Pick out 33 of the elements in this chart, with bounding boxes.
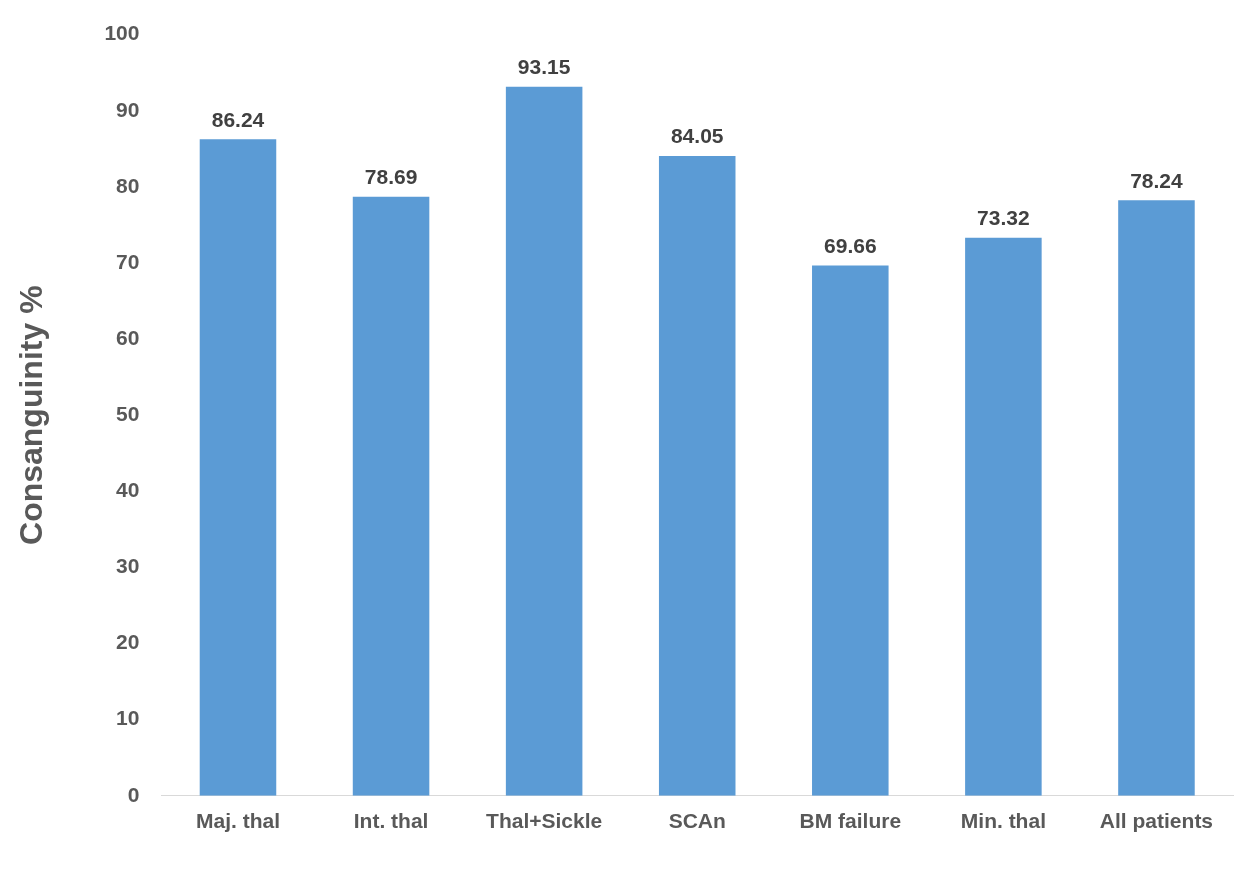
y-tick-label: 40 bbox=[116, 478, 140, 502]
y-tick-label: 30 bbox=[116, 554, 140, 578]
x-tick-label: Maj. thal bbox=[195, 809, 280, 833]
data-label: 93.15 bbox=[517, 55, 571, 79]
x-tick-label: SCAn bbox=[668, 809, 726, 833]
bar bbox=[199, 139, 277, 796]
y-tick-label: 50 bbox=[116, 402, 140, 425]
data-label: 84.05 bbox=[670, 124, 724, 148]
y-tick-label: 20 bbox=[116, 630, 140, 654]
y-tick-label: 70 bbox=[116, 249, 140, 273]
y-tick-label: 90 bbox=[116, 97, 140, 121]
bar bbox=[1118, 200, 1195, 796]
y-tick-label: 100 bbox=[104, 21, 140, 45]
y-tick-label: 60 bbox=[116, 325, 140, 349]
bar bbox=[352, 196, 430, 796]
bar bbox=[965, 237, 1042, 796]
data-label: 69.66 bbox=[824, 233, 877, 257]
x-tick-label: Int. thal bbox=[353, 809, 429, 833]
bar bbox=[505, 86, 583, 796]
y-tick-label: 10 bbox=[116, 706, 140, 730]
x-tick-label: BM failure bbox=[799, 809, 902, 833]
data-label: 78.69 bbox=[364, 165, 418, 189]
y-tick-label: 0 bbox=[127, 782, 140, 806]
data-label: 73.32 bbox=[977, 205, 1030, 229]
x-tick-label: Min. thal bbox=[960, 809, 1046, 833]
y-tick-label: 80 bbox=[116, 173, 140, 197]
data-label: 78.24 bbox=[1130, 168, 1184, 192]
data-label: 86.24 bbox=[211, 107, 265, 131]
y-axis-title: Consanguinity % bbox=[13, 285, 50, 545]
bar bbox=[658, 156, 736, 796]
x-tick-label: Thal+Sickle bbox=[486, 809, 603, 833]
bar bbox=[812, 265, 889, 796]
x-tick-label: All patients bbox=[1099, 809, 1214, 833]
